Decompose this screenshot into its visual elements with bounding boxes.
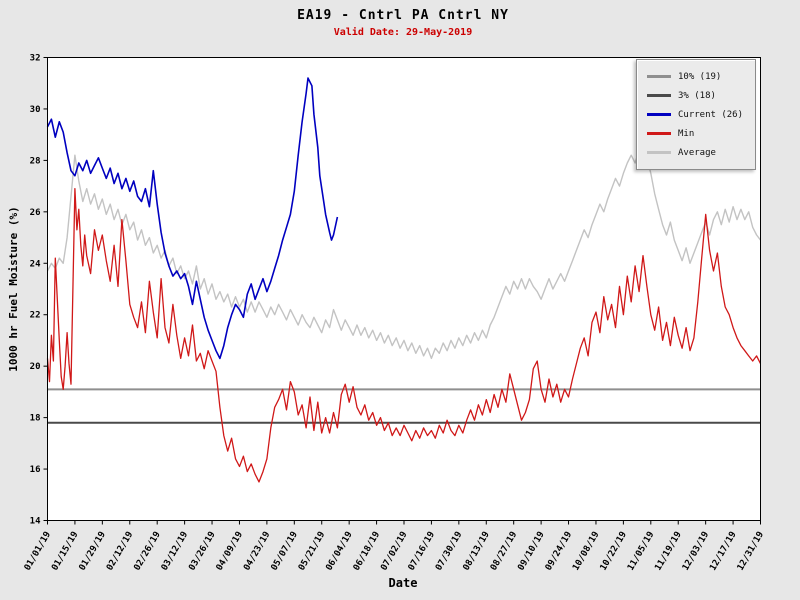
svg-text:03/12/19: 03/12/19 xyxy=(160,530,190,573)
svg-text:08/13/19: 08/13/19 xyxy=(462,530,492,573)
legend-label: Min xyxy=(678,128,695,139)
svg-text:07/16/19: 07/16/19 xyxy=(407,530,437,573)
svg-text:01/15/19: 01/15/19 xyxy=(50,530,80,573)
legend-swatch-min-line xyxy=(647,132,671,135)
svg-text:09/24/19: 09/24/19 xyxy=(544,530,574,573)
legend-item-current: Current (26) xyxy=(647,105,745,124)
legend-label: 10% (19) xyxy=(678,71,722,82)
legend-swatch-current-line xyxy=(647,113,671,116)
svg-text:16: 16 xyxy=(30,465,41,475)
legend-item-average: Average xyxy=(647,143,745,162)
svg-text:12/03/19: 12/03/19 xyxy=(681,530,711,573)
svg-text:07/02/19: 07/02/19 xyxy=(379,530,409,573)
svg-text:14: 14 xyxy=(30,517,41,527)
svg-text:05/07/19: 05/07/19 xyxy=(270,530,300,573)
legend-label: Current (26) xyxy=(678,109,744,120)
svg-text:26: 26 xyxy=(30,208,41,218)
svg-text:01/29/19: 01/29/19 xyxy=(78,530,108,573)
svg-text:32: 32 xyxy=(30,54,41,64)
y-axis-title: 1000 hr Fuel Moisture (%) xyxy=(7,206,20,372)
legend-item-10pct: 10% (19) xyxy=(647,67,745,86)
legend-label: 3% (18) xyxy=(678,90,716,101)
svg-text:01/01/19: 01/01/19 xyxy=(23,530,53,573)
legend-swatch-average-line xyxy=(647,151,671,154)
svg-text:10/08/19: 10/08/19 xyxy=(571,530,601,573)
svg-text:06/04/19: 06/04/19 xyxy=(324,530,354,573)
svg-text:12/17/19: 12/17/19 xyxy=(708,530,738,573)
svg-text:18: 18 xyxy=(30,414,41,424)
svg-text:02/26/19: 02/26/19 xyxy=(132,530,162,573)
svg-text:05/21/19: 05/21/19 xyxy=(297,530,327,573)
svg-text:28: 28 xyxy=(30,156,41,166)
legend-item-3pct: 3% (18) xyxy=(647,86,745,105)
svg-text:04/23/19: 04/23/19 xyxy=(242,530,272,573)
svg-text:08/27/19: 08/27/19 xyxy=(489,530,519,573)
chart-title: EA19 - Cntrl PA Cntrl NY xyxy=(297,8,509,23)
svg-text:10/22/19: 10/22/19 xyxy=(599,530,629,573)
legend-swatch-10pct-line xyxy=(647,75,671,78)
legend-label: Average xyxy=(678,147,716,158)
svg-text:22: 22 xyxy=(30,311,41,321)
svg-text:09/10/19: 09/10/19 xyxy=(516,530,546,573)
svg-text:02/12/19: 02/12/19 xyxy=(105,530,135,573)
x-axis-title: Date xyxy=(388,576,418,590)
legend-item-min: Min xyxy=(647,124,745,143)
svg-text:11/19/19: 11/19/19 xyxy=(653,530,683,573)
svg-text:12/31/19: 12/31/19 xyxy=(736,530,766,573)
legend-swatch-3pct-line xyxy=(647,94,671,97)
valid-date-subtitle: Valid Date: 29-May-2019 xyxy=(333,27,473,38)
svg-text:11/05/19: 11/05/19 xyxy=(626,530,656,573)
svg-text:30: 30 xyxy=(30,105,41,115)
svg-text:24: 24 xyxy=(30,259,41,269)
svg-text:03/26/19: 03/26/19 xyxy=(187,530,217,573)
svg-text:06/18/19: 06/18/19 xyxy=(352,530,382,573)
legend: 10% (19) 3% (18) Current (26) Min Averag… xyxy=(636,59,756,170)
svg-text:04/09/19: 04/09/19 xyxy=(215,530,245,573)
svg-text:07/30/19: 07/30/19 xyxy=(434,530,464,573)
svg-text:20: 20 xyxy=(30,362,41,372)
